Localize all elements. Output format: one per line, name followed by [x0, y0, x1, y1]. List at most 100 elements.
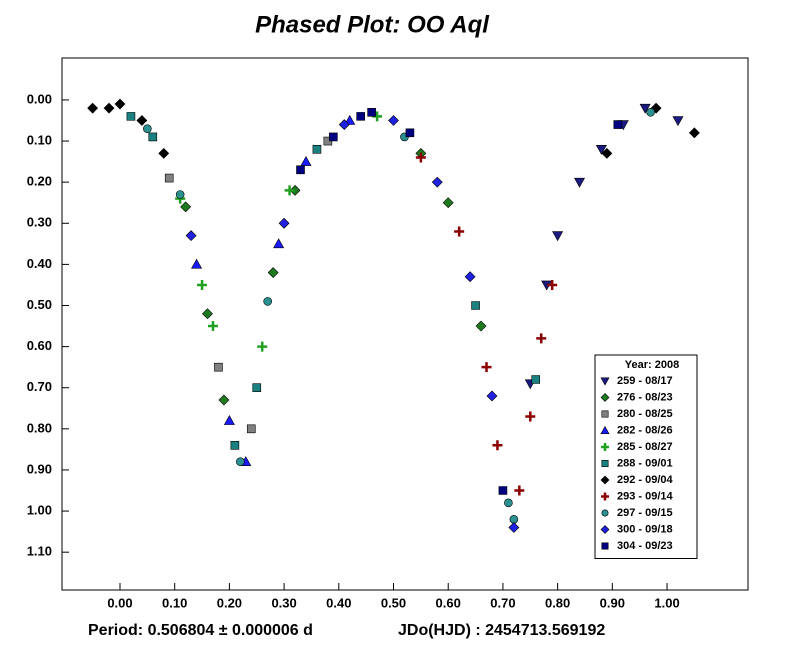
data-point: [601, 147, 613, 159]
legend-marker: [600, 475, 610, 485]
y-tick-label: 0.50: [27, 297, 52, 312]
data-point: [289, 184, 301, 196]
data-point: [405, 128, 415, 138]
legend-label: 276 - 08/23: [617, 391, 673, 403]
x-tick-label: 0.60: [436, 595, 461, 610]
data-point: [284, 185, 295, 196]
legend-label: 293 - 09/14: [617, 490, 674, 502]
y-tick-label: 0.10: [27, 132, 52, 147]
legend-label: 259 - 08/17: [617, 375, 673, 387]
legend-marker: [601, 542, 609, 550]
data-point: [464, 271, 476, 283]
epoch-label: JDo(HJD) : 2454713.569192: [398, 622, 605, 639]
data-point: [475, 320, 487, 332]
data-point: [158, 147, 170, 159]
data-point: [246, 424, 256, 434]
y-tick-label: 0.90: [27, 461, 52, 476]
legend-label: 280 - 08/25: [617, 408, 673, 420]
legend-label: 292 - 09/04: [617, 474, 674, 486]
data-point: [688, 127, 700, 139]
legend-marker: [601, 492, 609, 501]
y-tick-label: 0.80: [27, 420, 52, 435]
data-point: [214, 362, 223, 372]
data-point: [164, 173, 174, 183]
data-point: [454, 226, 465, 237]
data-point: [486, 390, 498, 402]
y-tick-label: 0.20: [27, 174, 52, 189]
period-label: Period: 0.506804 ± 0.000006 d: [88, 622, 313, 639]
data-point: [223, 414, 235, 425]
legend-marker: [600, 425, 610, 434]
y-tick-label: 1.00: [27, 503, 52, 518]
data-point: [218, 394, 230, 406]
data-point: [185, 230, 197, 242]
data-point: [613, 120, 623, 129]
y-tick-label: 0.40: [27, 256, 52, 271]
x-tick-label: 0.20: [217, 595, 242, 610]
data-point: [197, 279, 208, 290]
data-point: [296, 165, 305, 175]
x-tick-label: 0.10: [162, 595, 187, 610]
data-point: [431, 176, 443, 188]
data-point: [573, 177, 586, 188]
data-point: [263, 297, 272, 306]
legend-marker: [600, 393, 610, 402]
x-tick-label: 0.80: [545, 595, 570, 610]
y-tick-label: 0.30: [27, 215, 52, 230]
data-point: [236, 457, 245, 467]
legend-box: [594, 354, 698, 559]
data-point: [672, 116, 684, 127]
data-point: [525, 411, 536, 422]
legend-label: 282 - 08/26: [617, 424, 673, 436]
data-point: [504, 498, 513, 508]
data-point: [552, 231, 564, 242]
data-point: [547, 279, 558, 290]
data-point: [329, 132, 338, 142]
legend-label: 304 - 09/23: [617, 540, 673, 552]
data-point: [508, 522, 520, 533]
x-tick-label: 0.90: [600, 595, 625, 610]
data-point: [230, 440, 240, 450]
x-tick-label: 0.50: [381, 595, 406, 610]
legend-marker: [601, 410, 609, 418]
x-tick-label: 0.40: [326, 595, 351, 610]
data-point: [356, 112, 365, 121]
data-point: [257, 341, 268, 352]
chart-title: Phased Plot: OO Aql: [255, 11, 490, 38]
x-tick-label: 0.30: [271, 595, 296, 610]
data-point: [312, 144, 322, 154]
data-point: [595, 144, 607, 155]
legend-marker: [601, 460, 609, 467]
data-point: [143, 124, 152, 134]
data-point: [531, 375, 541, 384]
data-point: [175, 190, 185, 199]
plot-frame: [61, 57, 749, 591]
data-point: [415, 152, 426, 163]
legend-marker: [600, 377, 610, 386]
legend-marker: [601, 443, 609, 451]
data-point: [103, 102, 115, 114]
data-point: [126, 112, 136, 121]
data-point: [202, 308, 213, 320]
data-point: [87, 102, 99, 114]
data-point: [650, 102, 662, 114]
legend-title: Year: 2008: [625, 359, 679, 371]
legend-label: 285 - 08/27: [617, 441, 673, 453]
data-point: [536, 333, 547, 344]
data-point: [367, 107, 376, 117]
y-tick-label: 0.70: [27, 379, 52, 394]
x-tick-label: 1.00: [654, 595, 679, 610]
data-point: [481, 362, 492, 373]
y-tick-label: 0.60: [27, 338, 52, 353]
data-point: [300, 155, 312, 166]
y-tick-label: 1.10: [27, 544, 52, 559]
y-tick-label: 0.00: [27, 91, 52, 106]
data-point: [514, 485, 525, 496]
data-point: [273, 238, 285, 249]
legend-marker: [601, 509, 609, 517]
data-point: [442, 197, 454, 209]
legend-marker: [600, 525, 610, 534]
data-point: [148, 132, 158, 142]
